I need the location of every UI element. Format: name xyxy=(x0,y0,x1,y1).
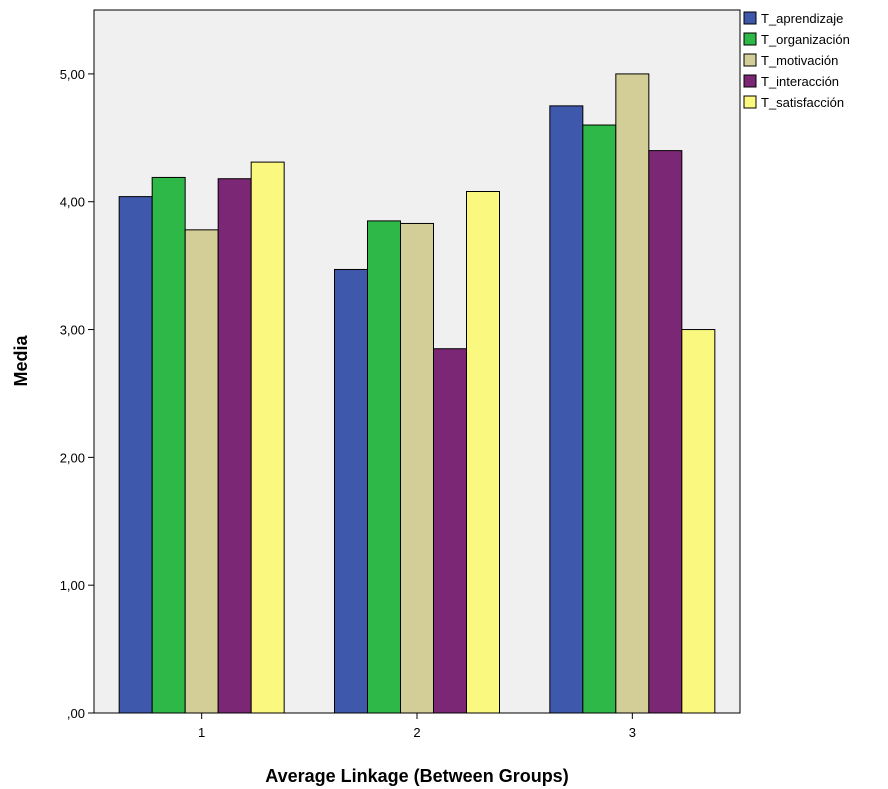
legend-swatch xyxy=(743,11,757,25)
x-axis-title: Average Linkage (Between Groups) xyxy=(265,766,568,786)
legend-label: T_aprendizaje xyxy=(761,11,843,26)
bar xyxy=(118,196,153,714)
bars-layer xyxy=(118,73,716,714)
bar xyxy=(433,348,467,714)
bar xyxy=(334,268,368,714)
bar xyxy=(367,220,401,714)
bar xyxy=(549,105,584,714)
legend: T_aprendizaje T_organización T_motivación T… xyxy=(743,11,850,110)
legend-swatch xyxy=(743,95,757,109)
bar xyxy=(250,161,285,714)
bar xyxy=(648,150,683,714)
y-axis-title: Media xyxy=(11,335,31,387)
legend-label: T_organización xyxy=(761,32,850,47)
bar xyxy=(681,329,716,714)
x-axis: 1 2 3 xyxy=(198,713,636,740)
x-tick-label: 2 xyxy=(413,725,420,740)
legend-swatch xyxy=(743,53,757,67)
x-tick-label: 1 xyxy=(198,725,205,740)
legend-label: T_motivación xyxy=(761,53,838,68)
bar xyxy=(184,229,219,714)
legend-swatch xyxy=(743,74,757,88)
bar xyxy=(400,222,434,714)
bar xyxy=(217,178,252,714)
y-tick-label: 5,00 xyxy=(60,67,85,82)
y-tick-label: ,00 xyxy=(67,706,85,721)
bar xyxy=(615,73,650,714)
legend-swatch xyxy=(743,32,757,46)
y-tick-label: 3,00 xyxy=(60,323,85,338)
x-tick-label: 3 xyxy=(629,725,636,740)
bar xyxy=(582,124,617,714)
y-tick-label: 4,00 xyxy=(60,195,85,210)
bar xyxy=(466,191,500,714)
legend-label: T_interacción xyxy=(761,74,839,89)
y-tick-label: 1,00 xyxy=(60,578,85,593)
legend-label: T_satisfacción xyxy=(761,95,844,110)
y-axis: ,00 1,00 2,00 3,00 4,00 5,00 xyxy=(60,67,94,721)
bar xyxy=(151,176,186,714)
y-tick-label: 2,00 xyxy=(60,450,85,465)
